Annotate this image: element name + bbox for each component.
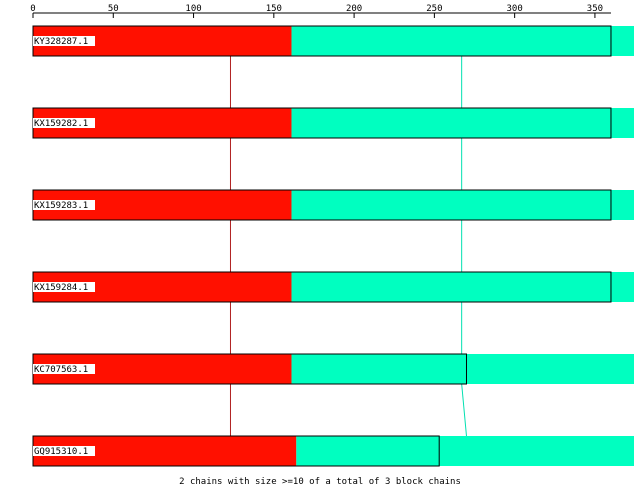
row-label-background xyxy=(33,446,95,456)
sequence-row: GQ915310.1 xyxy=(32,435,634,467)
row-label: KY328287.1 xyxy=(34,37,88,47)
axis-tick-label: 300 xyxy=(507,4,523,14)
chain-summary-caption: 2 chains with size >=10 of a total of 3 … xyxy=(179,477,461,487)
connector-block2 xyxy=(461,383,467,437)
block2-segment xyxy=(291,190,611,220)
block2-segment xyxy=(291,354,467,384)
block2-tail xyxy=(610,108,634,138)
row-label-background xyxy=(33,282,95,292)
block2-segment xyxy=(291,272,611,302)
sequence-rows: KY328287.1 KX159282.1 KX159283.1 KX159284.1… xyxy=(32,25,634,467)
axis-tick-label: 250 xyxy=(426,4,442,14)
row-label: KX159284.1 xyxy=(34,283,88,293)
axis-tick-label: 50 xyxy=(108,4,119,14)
row-label: KC707563.1 xyxy=(34,365,88,375)
axis-tick-label: 200 xyxy=(346,4,362,14)
sequence-row: KX159283.1 xyxy=(32,189,634,221)
block2-tail xyxy=(610,190,634,220)
row-label-background xyxy=(33,36,95,46)
sequence-row: KY328287.1 xyxy=(32,25,634,57)
block2-tail xyxy=(610,272,634,302)
row-label: KX159283.1 xyxy=(34,201,88,211)
block2-tail xyxy=(466,354,634,384)
row-label-background xyxy=(33,200,95,210)
axis-tick-label: 150 xyxy=(266,4,282,14)
connector-lines xyxy=(229,56,467,437)
row-label-background xyxy=(33,118,95,128)
block2-segment xyxy=(296,436,440,466)
axis-tick-label: 0 xyxy=(30,4,35,14)
block2-segment xyxy=(291,26,611,56)
sequence-row: KC707563.1 xyxy=(32,353,634,385)
axis-tick-label: 350 xyxy=(587,4,603,14)
block2-tail xyxy=(439,436,634,466)
position-axis: 0 50 100 150 200 250 300 350 xyxy=(30,4,611,18)
block2-tail xyxy=(610,26,634,56)
block2-segment xyxy=(291,108,611,138)
axis-tick-label: 100 xyxy=(185,4,201,14)
row-label: GQ915310.1 xyxy=(34,447,88,457)
sequence-row: KX159284.1 xyxy=(32,271,634,303)
row-label: KX159282.1 xyxy=(34,119,88,129)
row-label-background xyxy=(33,364,95,374)
sequence-row: KX159282.1 xyxy=(32,107,634,139)
